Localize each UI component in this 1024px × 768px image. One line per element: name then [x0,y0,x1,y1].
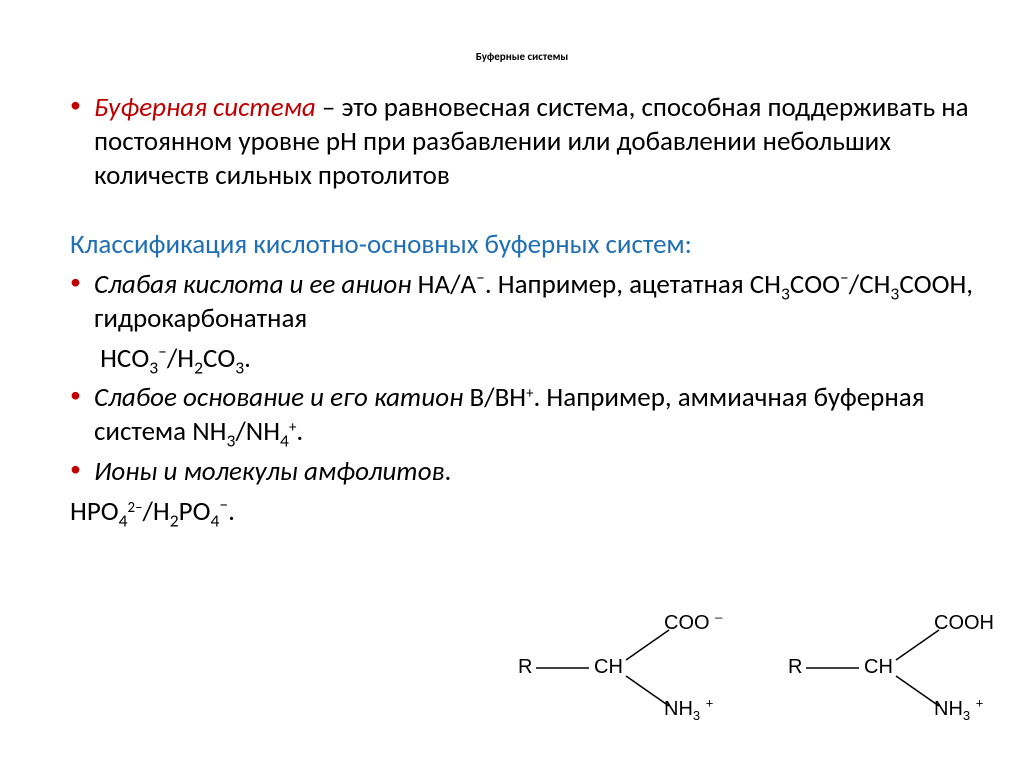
wa-ital: Слабая кислота и ее анион [94,268,412,301]
chem-cation: R CH COOH NH3 + [784,608,984,728]
term: Буферная система [94,91,316,124]
wa-t3: СОО [790,268,840,301]
ph-c: РО [179,495,211,528]
chem-NH3: NH3 + [664,698,713,721]
bc-sup1: – [158,340,167,362]
chem-R: R [518,656,532,679]
classif-text: Классификация кислотно-основных буферных… [70,228,692,261]
wa-t4: /СН [849,268,891,301]
ph-b: /Н [142,495,169,528]
chem-NH3-2: NH3 + [934,698,983,721]
chem-R-2: R [788,656,802,679]
wa-t2: . Например, ацетатная СН [485,268,781,301]
wa-sub1: 3 [781,282,790,304]
ph-sub2: 2 [170,509,179,531]
amp-ital: Ионы и молекулы амфолитов [94,455,445,488]
ph-sup2: – [219,493,228,515]
chem-CH: CH [594,656,623,679]
bc-a: НСО [100,342,149,375]
bc-sub2: 2 [194,356,203,378]
chem-CH-2: CH [864,656,893,679]
bullet-ampholytes: Ионы и молекулы амфолитов. [70,455,974,489]
bc-d: . [244,342,251,375]
wa-sup1: – [476,266,485,288]
bc-sub3: 3 [235,356,244,378]
phosphate-line: НРО42–/Н2РО4–. [70,495,974,529]
bullet-definition: Буферная система – это равновесная систе… [70,91,974,192]
wb-c: /NН [235,415,280,448]
bc-b: /Н [167,342,194,375]
wb-ital: Слабое основание и его катион [94,381,463,414]
wa-t1: НА/А [412,268,477,301]
ph-a: НРО [70,495,119,528]
ph-d: . [228,495,235,528]
wb-sup1: + [526,384,533,402]
chem-zwitterion: R CH COO – NH3 + [514,608,714,728]
bullet-weak-base: Слабое основание и его катион В/ВН+. Нап… [70,381,974,449]
wa-sub2: 3 [890,282,899,304]
classification-heading: Классификация кислотно-основных буферных… [70,228,974,262]
wb-sub2: 4 [280,429,289,451]
slide-title: Буферные системы [70,50,974,63]
body-list: Буферная система – это равновесная систе… [70,91,974,528]
bc-c: СО [203,342,235,375]
ph-sub1: 4 [119,509,128,531]
amp-rest: . [445,455,452,488]
bicarb-line: НСО3–/Н2СО3. [70,342,974,376]
chem-diagrams: R CH COO – NH3 + R CH COOH NH3 + [514,608,984,728]
bullet-weak-acid: Слабая кислота и ее анион НА/А–. Наприме… [70,268,974,336]
bc-sub1: 3 [149,356,158,378]
spacer [70,198,974,228]
ph-sub3: 4 [210,509,219,531]
chem-COOH: COOH [934,612,994,635]
slide: Буферные системы Буферная система – это … [0,0,1024,768]
wa-sup2: – [840,266,849,288]
wb-a: В/ВН [463,381,526,414]
ph-sup1: 2– [128,497,143,515]
chem-COO: COO – [664,612,722,635]
wb-d: . [296,415,303,448]
